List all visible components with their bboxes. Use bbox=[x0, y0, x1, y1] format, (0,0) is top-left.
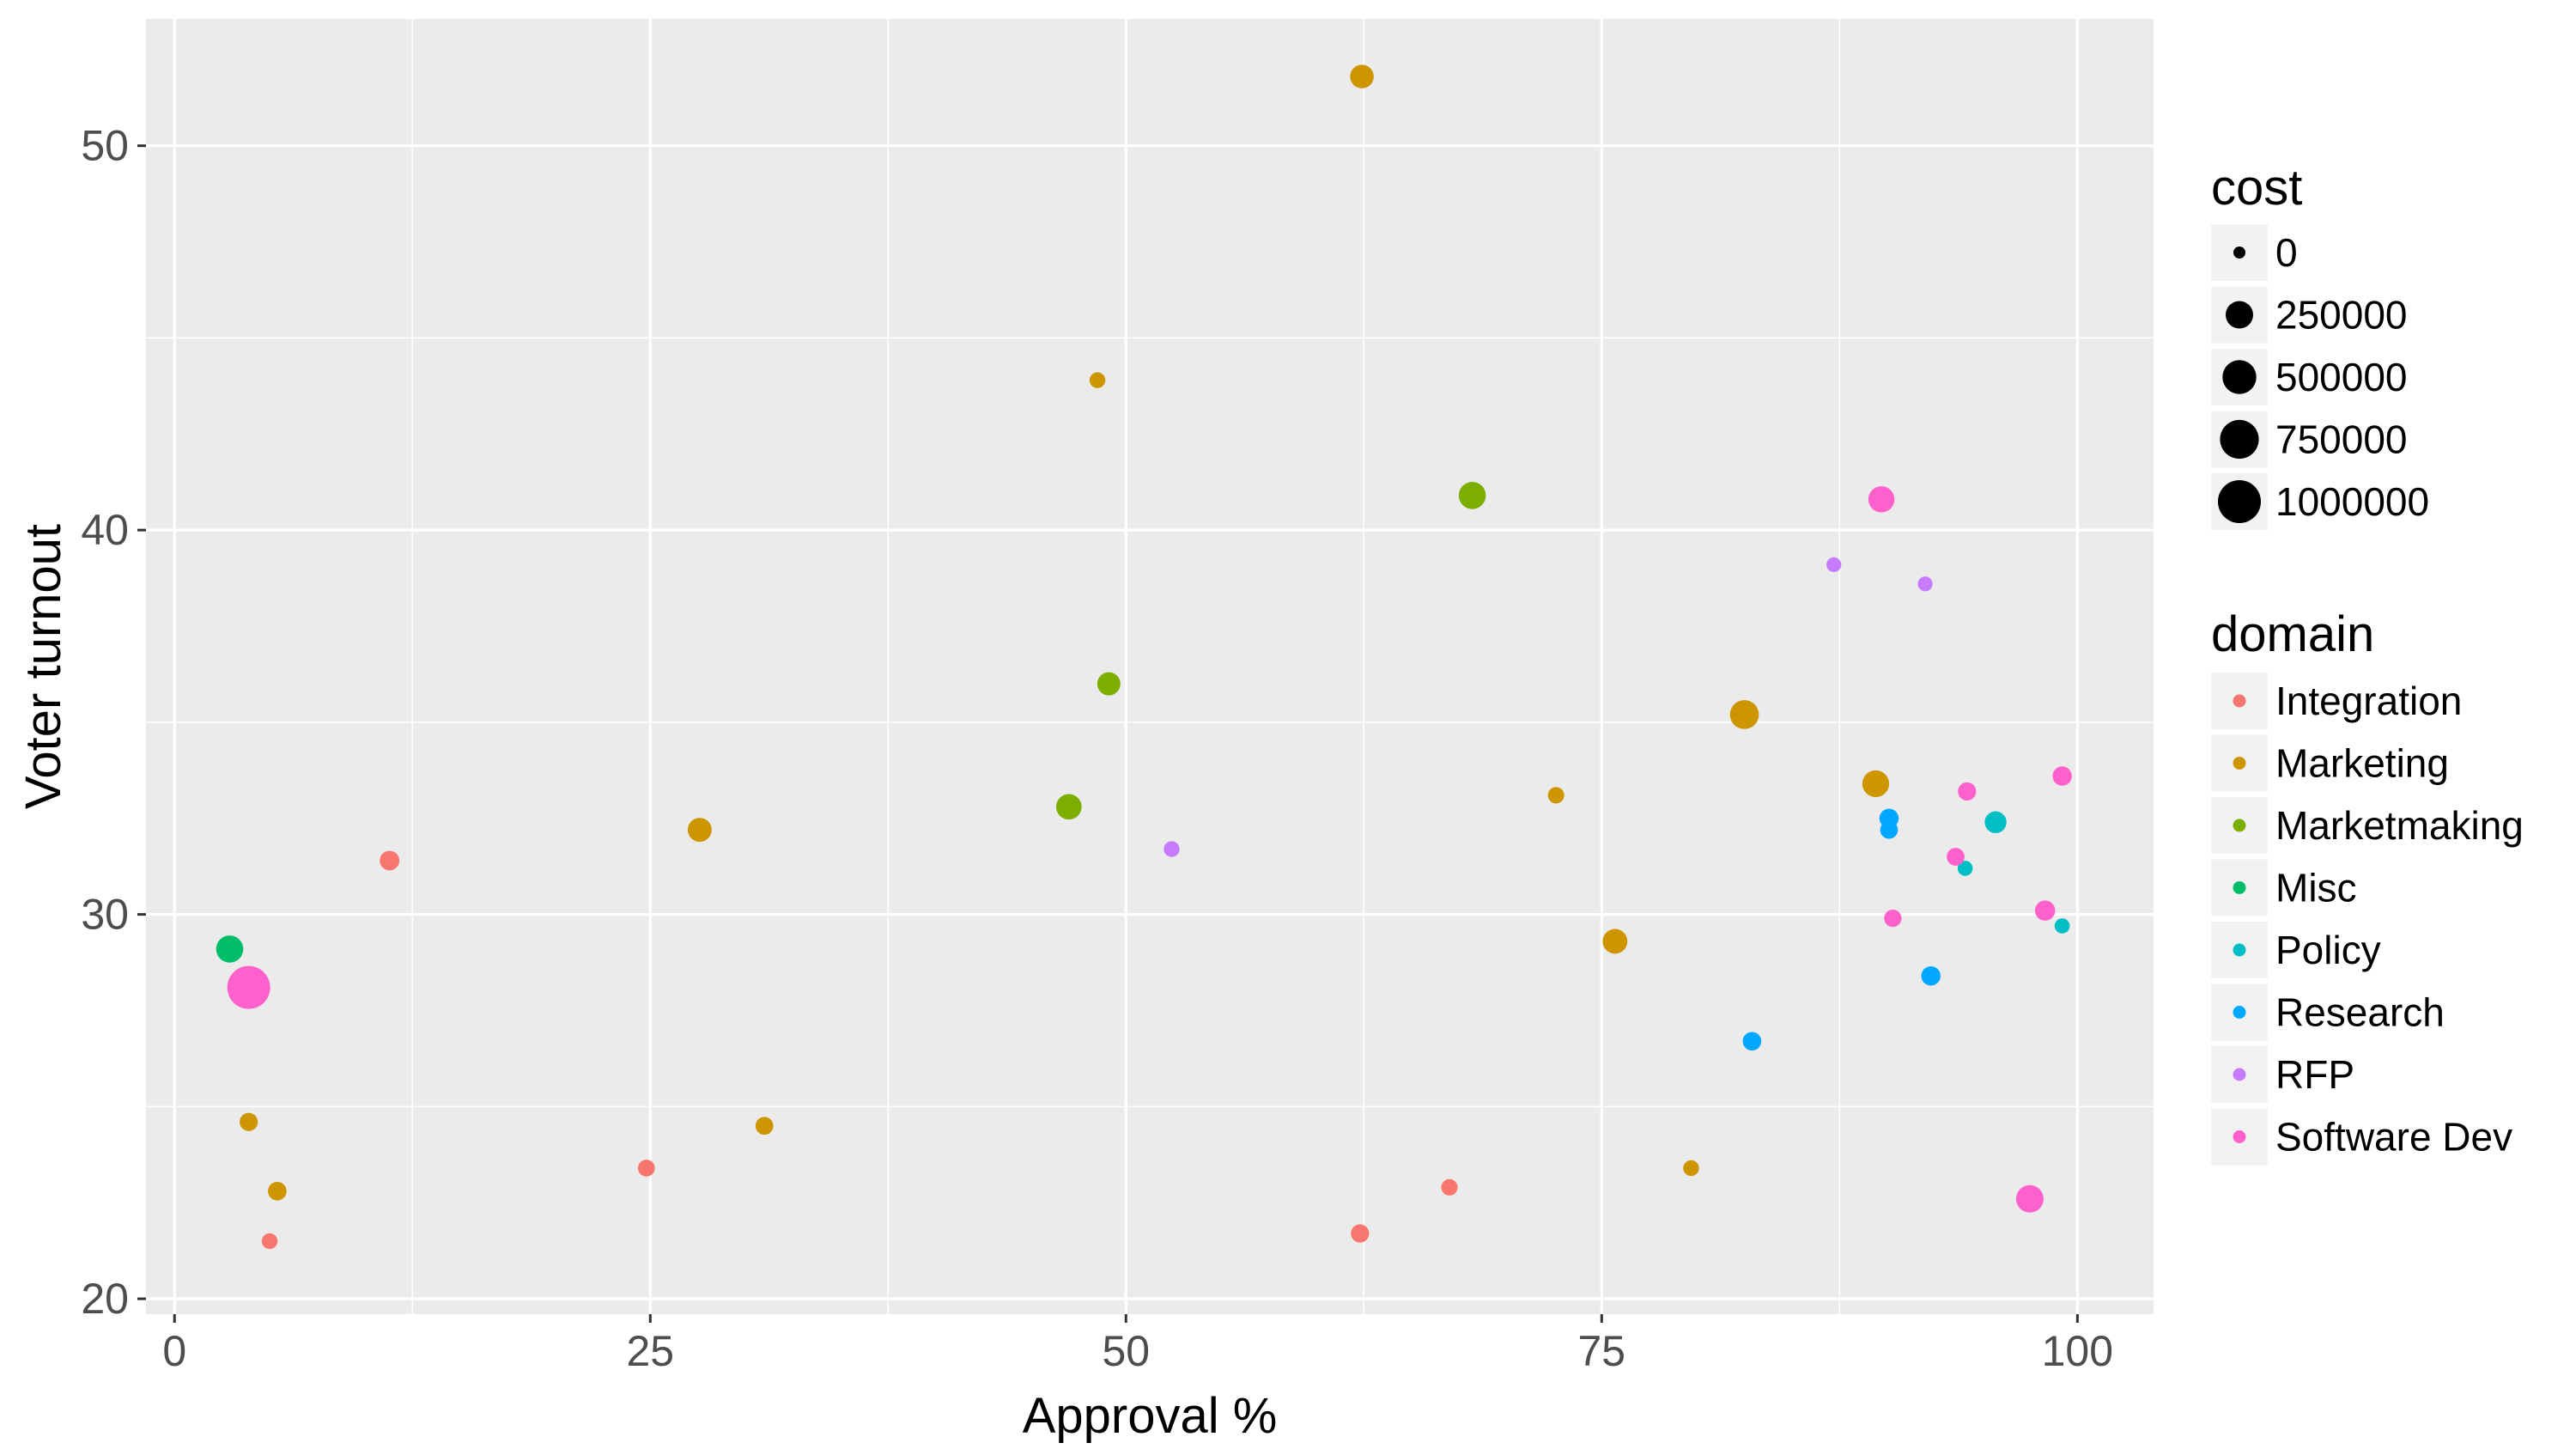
x-axis-title: Approval % bbox=[1023, 1388, 1278, 1444]
x-tick-label: 0 bbox=[162, 1327, 186, 1375]
data-point bbox=[268, 1181, 287, 1201]
data-point bbox=[1742, 1032, 1762, 1051]
size-legend-label: 0 bbox=[2275, 230, 2298, 275]
x-tick-label: 25 bbox=[626, 1327, 674, 1375]
color-legend-symbol bbox=[2233, 1068, 2246, 1081]
data-point bbox=[1458, 482, 1486, 509]
data-point bbox=[1947, 848, 1965, 866]
data-points bbox=[216, 64, 2072, 1250]
y-tick-label: 40 bbox=[81, 506, 129, 554]
data-point bbox=[227, 965, 270, 1009]
color-legend-label: Marketmaking bbox=[2275, 803, 2524, 848]
data-point bbox=[240, 1112, 258, 1131]
color-legend-label: Software Dev bbox=[2275, 1115, 2512, 1160]
color-legend-label: Misc bbox=[2275, 866, 2357, 910]
data-point bbox=[2015, 1184, 2044, 1213]
data-point bbox=[2034, 900, 2056, 921]
data-point bbox=[1683, 1160, 1699, 1177]
color-legend-label: Integration bbox=[2275, 679, 2462, 723]
data-point bbox=[1984, 811, 2007, 833]
data-point bbox=[1089, 372, 1106, 388]
minor-gridlines bbox=[146, 19, 2154, 1314]
size-legend-symbol bbox=[2226, 301, 2253, 329]
x-tick-label: 75 bbox=[1578, 1327, 1626, 1375]
data-point bbox=[1055, 794, 1082, 820]
data-point bbox=[1602, 928, 1628, 954]
color-legend-label: Marketing bbox=[2275, 741, 2449, 786]
data-point bbox=[1163, 841, 1180, 857]
data-point bbox=[1547, 787, 1564, 804]
color-legend-symbol bbox=[2233, 881, 2246, 894]
data-point bbox=[1351, 1224, 1370, 1243]
y-axis-title: Voter turnout bbox=[15, 524, 71, 809]
size-legend-symbol bbox=[2218, 480, 2261, 523]
color-legend: domain Integration Marketing Marketmaking M… bbox=[2211, 606, 2524, 1166]
color-legend-symbol bbox=[2233, 1006, 2246, 1019]
y-tick-label: 30 bbox=[81, 891, 129, 939]
data-point bbox=[2052, 766, 2072, 786]
color-legend-symbol bbox=[2233, 1130, 2246, 1143]
data-point bbox=[1880, 820, 1899, 839]
size-legend-symbol bbox=[2220, 419, 2259, 460]
size-legend-label: 1000000 bbox=[2275, 479, 2429, 524]
size-legend-symbol bbox=[2233, 247, 2245, 259]
data-point bbox=[1729, 700, 1759, 729]
data-point bbox=[687, 818, 712, 843]
color-legend-symbol bbox=[2233, 943, 2246, 957]
data-point bbox=[1826, 557, 1842, 573]
data-point bbox=[1097, 672, 1121, 696]
color-legend-label: RFP bbox=[2275, 1052, 2354, 1097]
data-point bbox=[755, 1117, 774, 1135]
x-axis-ticks: 0 25 50 75 100 bbox=[162, 1314, 2113, 1375]
data-point bbox=[1862, 770, 1890, 798]
data-point bbox=[1884, 909, 1902, 928]
data-point bbox=[1958, 782, 1977, 801]
color-legend-label: Policy bbox=[2275, 928, 2381, 972]
y-axis-ticks: 20 30 40 50 bbox=[81, 122, 146, 1323]
panel-background bbox=[146, 19, 2154, 1314]
color-legend-symbol bbox=[2233, 757, 2246, 770]
size-legend-label: 500000 bbox=[2275, 355, 2408, 399]
x-tick-label: 50 bbox=[1102, 1327, 1150, 1375]
data-point bbox=[1921, 965, 1941, 986]
size-legend-symbol bbox=[2222, 360, 2257, 394]
data-point bbox=[1441, 1178, 1458, 1196]
data-point bbox=[637, 1160, 655, 1177]
data-point bbox=[216, 935, 244, 963]
major-gridlines bbox=[146, 19, 2154, 1314]
size-legend-title: cost bbox=[2211, 160, 2302, 216]
data-point bbox=[1868, 486, 1895, 513]
x-tick-label: 100 bbox=[2042, 1327, 2113, 1375]
data-point bbox=[1350, 64, 1374, 88]
data-point bbox=[1957, 861, 1973, 876]
size-legend-label: 750000 bbox=[2275, 417, 2408, 462]
color-legend-symbol bbox=[2233, 694, 2246, 708]
data-point bbox=[380, 850, 400, 871]
color-legend-symbol bbox=[2233, 819, 2246, 832]
size-legend: cost 0 250000 500000 750000 1000000 bbox=[2211, 160, 2429, 530]
y-tick-label: 20 bbox=[81, 1275, 129, 1323]
color-legend-label: Research bbox=[2275, 990, 2445, 1035]
size-legend-label: 250000 bbox=[2275, 293, 2408, 338]
data-point bbox=[261, 1233, 278, 1250]
data-point bbox=[1917, 576, 1933, 592]
y-tick-label: 50 bbox=[81, 122, 129, 170]
color-legend-title: domain bbox=[2211, 606, 2374, 662]
data-point bbox=[2054, 918, 2070, 934]
